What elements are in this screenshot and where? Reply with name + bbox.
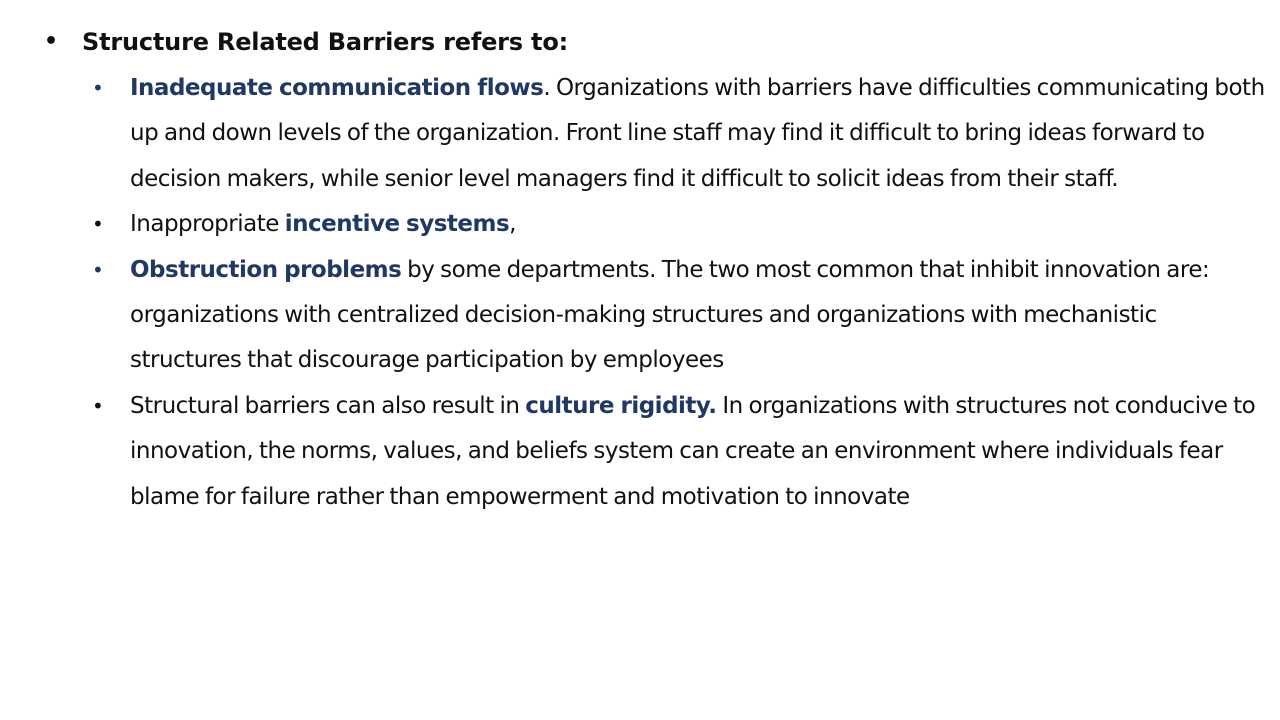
bullet-dot: •	[92, 393, 104, 418]
item-trail-text: by some departments. The two most common…	[130, 256, 1210, 374]
list-item-communication-flows: • Inadequate communication flows. Organiz…	[92, 66, 1272, 202]
slide-heading: Structure Related Barriers refers to:	[82, 28, 569, 56]
list-item-culture-rigidity: • Structural barriers can also result in …	[92, 384, 1272, 520]
item-trail-text: In organizations with structures not con…	[130, 392, 1256, 510]
list-item-incentive-systems: • Inappropriate incentive systems,	[92, 202, 1272, 247]
item-highlight-text: culture rigidity.	[525, 392, 717, 419]
list-item-obstruction-problems: • Obstruction problems by some department…	[92, 248, 1272, 384]
sub-bullet-list: • Inadequate communication flows. Organiz…	[92, 66, 1272, 520]
item-trail-text: . Organizations with barriers have diffi…	[130, 75, 1265, 192]
item-highlight-text: Inadequate communication flows	[130, 75, 544, 101]
item-highlight-text: Obstruction problems	[130, 256, 402, 283]
item-trail-text: ,	[509, 211, 516, 238]
item-lead-text: Inappropriate	[130, 211, 285, 238]
bullet-dot: •	[92, 257, 104, 282]
item-highlight-text: incentive systems	[284, 211, 510, 238]
item-lead-text: Structural barriers can also result in	[130, 392, 526, 419]
main-bullet-dot: •	[44, 29, 59, 54]
bullet-dot: •	[92, 212, 104, 237]
bullet-dot: •	[92, 76, 104, 100]
